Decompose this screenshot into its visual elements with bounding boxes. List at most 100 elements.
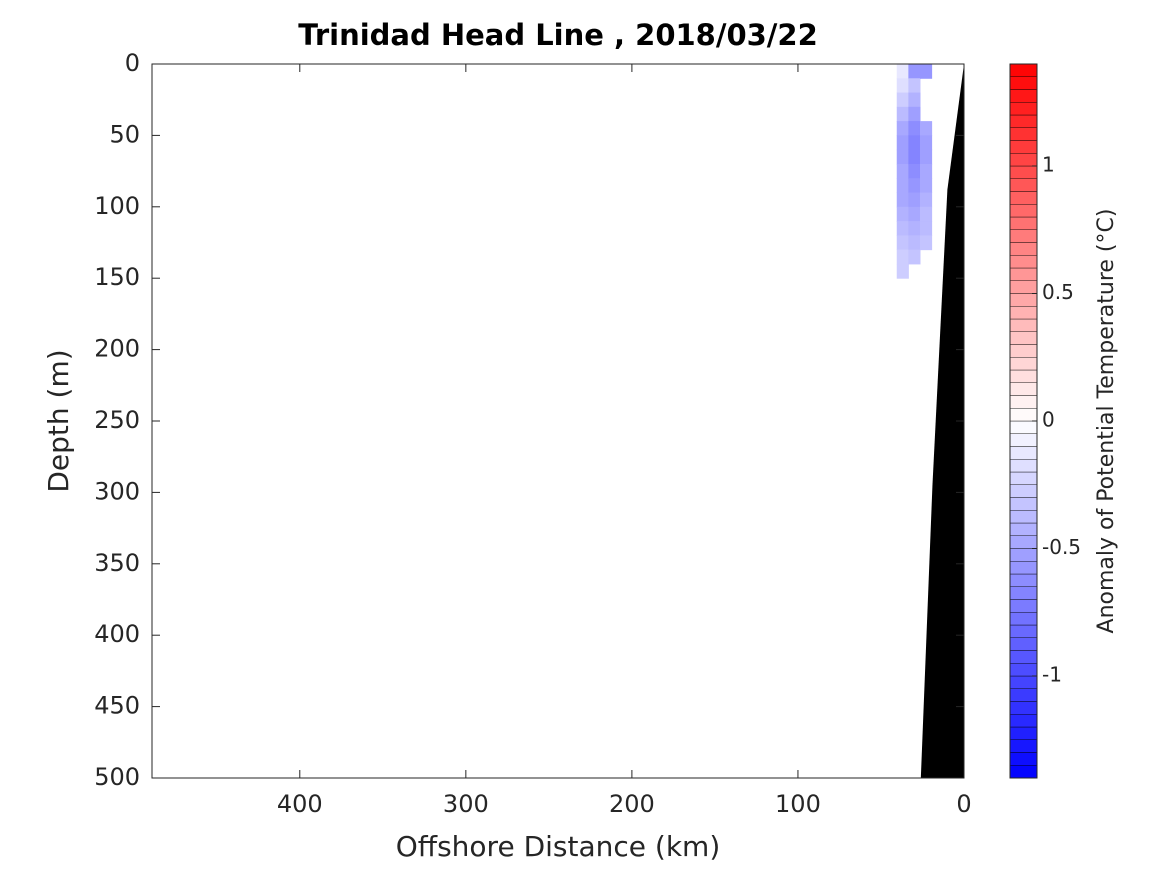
- colorbar-band: [1009, 318, 1038, 332]
- colorbar-band: [1009, 701, 1038, 715]
- colorbar-band: [1009, 726, 1038, 740]
- colorbar-band: [1009, 382, 1038, 396]
- colorbar-band: [1009, 573, 1038, 587]
- anomaly-cell: [919, 135, 933, 151]
- anomaly-cell: [919, 178, 933, 194]
- anomaly-cell: [908, 121, 921, 136]
- y-tick-label: 150: [94, 263, 140, 291]
- colorbar-band: [1009, 765, 1038, 779]
- colorbar-band: [1009, 739, 1038, 753]
- y-tick-label: 200: [94, 335, 140, 363]
- anomaly-cell: [908, 235, 921, 251]
- colorbar-band: [1009, 484, 1038, 498]
- x-tick-label: 400: [277, 790, 323, 818]
- colorbar-band: [1009, 204, 1038, 218]
- y-axis-label: Depth (m): [42, 349, 75, 492]
- anomaly-cell: [908, 178, 921, 194]
- anomaly-cell: [919, 192, 933, 208]
- colorbar-label: Anomaly of Potential Temperature (°C): [1094, 209, 1119, 634]
- anomaly-cell: [908, 149, 921, 165]
- plot-frame: [151, 63, 965, 779]
- colorbar-band: [1009, 191, 1038, 205]
- y-tick-label: 50: [109, 120, 140, 148]
- colorbar-band: [1009, 471, 1038, 485]
- colorbar-band: [1009, 561, 1038, 575]
- colorbar-band: [1009, 688, 1038, 702]
- anomaly-cell: [896, 249, 909, 265]
- anomaly-cell: [896, 178, 909, 194]
- colorbar-tick-label: -1: [1042, 663, 1062, 687]
- colorbar-tick-label: 0.5: [1042, 280, 1074, 304]
- colorbar-band: [1009, 89, 1038, 103]
- colorbar-band: [1009, 663, 1038, 677]
- colorbar-band: [1009, 586, 1038, 600]
- colorbar-band: [1009, 267, 1038, 281]
- bathymetry: [920, 64, 964, 778]
- colorbar-band: [1009, 624, 1038, 638]
- anomaly-cell: [896, 235, 909, 251]
- colorbar-tick-label: 0: [1042, 408, 1055, 432]
- colorbar-band: [1009, 153, 1038, 167]
- colorbar-band: [1009, 510, 1038, 524]
- colorbar-band: [1009, 63, 1038, 77]
- colorbar-band: [1009, 76, 1038, 90]
- colorbar-band: [1009, 395, 1038, 409]
- colorbar-band: [1009, 229, 1038, 243]
- y-tick-label: 0: [125, 49, 140, 77]
- colorbar-band: [1009, 102, 1038, 116]
- anomaly-cell: [919, 206, 933, 222]
- colorbar-band: [1009, 459, 1038, 473]
- anomaly-cell: [896, 192, 909, 208]
- colorbar-band: [1009, 675, 1038, 689]
- anomaly-cell: [908, 163, 921, 179]
- anomaly-cell: [896, 64, 909, 79]
- anomaly-cell: [896, 221, 909, 236]
- anomaly-cell: [908, 78, 921, 94]
- colorbar-band: [1009, 369, 1038, 383]
- anomaly-cell: [908, 249, 921, 265]
- colorbar-band: [1009, 752, 1038, 766]
- anomaly-cell: [896, 163, 909, 179]
- y-tick-label: 100: [94, 192, 140, 220]
- colorbar-band: [1009, 344, 1038, 358]
- colorbar-band: [1009, 446, 1038, 460]
- x-tick-label: 200: [609, 790, 655, 818]
- anomaly-cell: [896, 106, 909, 122]
- anomaly-cell: [896, 78, 909, 94]
- colorbar-band: [1009, 433, 1038, 447]
- colorbar-band: [1009, 357, 1038, 371]
- anomaly-cell: [919, 235, 933, 251]
- anomaly-cell: [919, 64, 933, 79]
- colorbar-band: [1009, 612, 1038, 626]
- x-tick-label: 300: [443, 790, 489, 818]
- colorbar-band: [1009, 127, 1038, 141]
- anomaly-cell: [896, 263, 909, 279]
- anomaly-cell: [908, 135, 921, 151]
- colorbar-band: [1009, 637, 1038, 651]
- chart-title: Trinidad Head Line , 2018/03/22: [298, 18, 818, 52]
- colorbar-band: [1009, 497, 1038, 511]
- colorbar-tick-label: 1: [1042, 153, 1055, 177]
- colorbar-band: [1009, 114, 1038, 128]
- anomaly-cell: [919, 121, 933, 136]
- colorbar-band: [1009, 306, 1038, 320]
- colorbar-band: [1009, 165, 1038, 179]
- y-tick-label: 400: [94, 620, 140, 648]
- anomaly-cell: [896, 206, 909, 222]
- anomaly-cell: [908, 192, 921, 208]
- anomaly-cell: [896, 149, 909, 165]
- colorbar-band: [1009, 714, 1038, 728]
- anomaly-cell: [908, 92, 921, 108]
- colorbar-band: [1009, 331, 1038, 345]
- colorbar-band: [1009, 535, 1038, 549]
- y-tick-label: 250: [94, 406, 140, 434]
- colorbar-band: [1009, 522, 1038, 536]
- y-tick-label: 350: [94, 549, 140, 577]
- anomaly-cell: [896, 92, 909, 108]
- colorbar-band: [1009, 599, 1038, 613]
- anomaly-cell: [919, 149, 933, 165]
- anomaly-cell: [919, 163, 933, 179]
- anomaly-cell: [896, 135, 909, 151]
- y-tick-label: 450: [94, 692, 140, 720]
